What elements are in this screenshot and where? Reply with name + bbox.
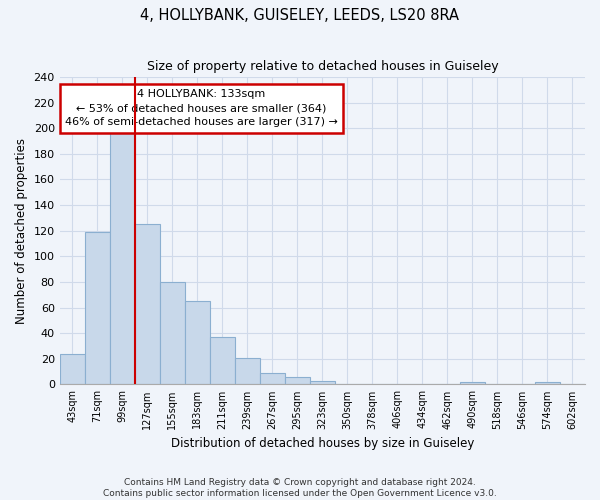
Bar — [235, 358, 260, 384]
Text: Contains HM Land Registry data © Crown copyright and database right 2024.
Contai: Contains HM Land Registry data © Crown c… — [103, 478, 497, 498]
Bar — [135, 224, 160, 384]
Bar — [110, 131, 135, 384]
Bar — [210, 337, 235, 384]
Text: 4, HOLLYBANK, GUISELEY, LEEDS, LS20 8RA: 4, HOLLYBANK, GUISELEY, LEEDS, LS20 8RA — [140, 8, 460, 22]
Bar — [310, 380, 335, 384]
Bar — [260, 373, 285, 384]
X-axis label: Distribution of detached houses by size in Guiseley: Distribution of detached houses by size … — [170, 437, 474, 450]
Text: 4 HOLLYBANK: 133sqm
← 53% of detached houses are smaller (364)
46% of semi-detac: 4 HOLLYBANK: 133sqm ← 53% of detached ho… — [65, 89, 338, 127]
Bar — [59, 354, 85, 384]
Bar — [85, 232, 110, 384]
Y-axis label: Number of detached properties: Number of detached properties — [15, 138, 28, 324]
Bar — [460, 382, 485, 384]
Bar — [285, 376, 310, 384]
Bar — [185, 301, 210, 384]
Bar — [160, 282, 185, 384]
Title: Size of property relative to detached houses in Guiseley: Size of property relative to detached ho… — [146, 60, 498, 73]
Bar — [535, 382, 560, 384]
